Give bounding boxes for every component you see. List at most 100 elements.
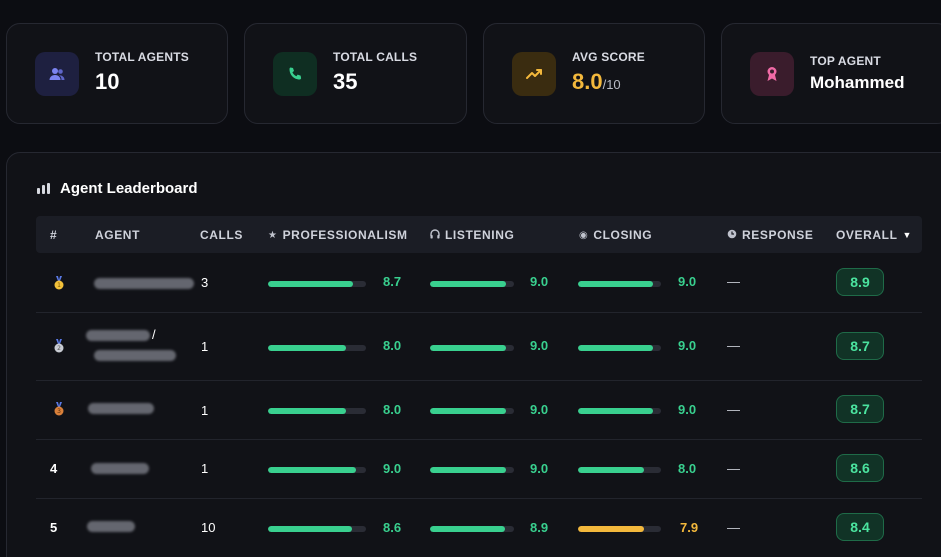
stat-label: TOP AGENT	[810, 54, 881, 68]
listening-bar	[430, 467, 514, 473]
sort-desc-icon[interactable]: ▼	[902, 230, 913, 240]
listening-score: 9.0	[530, 461, 549, 476]
svg-text:2: 2	[57, 345, 61, 352]
agent-name-redacted	[88, 403, 154, 414]
professionalism-bar	[268, 281, 366, 287]
star-icon: ★	[268, 229, 278, 241]
stat-value: 35	[333, 69, 358, 94]
agent-name-redacted	[87, 521, 135, 532]
professionalism-bar	[268, 526, 366, 532]
calls-count: 1	[201, 461, 209, 476]
bronze-medal-icon: 3	[53, 402, 65, 416]
column-agent[interactable]: AGENT	[95, 228, 140, 242]
agent-name-redacted	[91, 463, 149, 474]
stat-label: TOTAL AGENTS	[95, 50, 189, 64]
professionalism-score: 8.6	[383, 520, 402, 535]
listening-score: 9.0	[530, 274, 549, 289]
stat-card-avg-score: AVG SCORE 8.0/10	[483, 23, 705, 124]
stat-card-total-calls: TOTAL CALLS 35	[244, 23, 467, 124]
professionalism-bar	[268, 345, 366, 351]
stat-label: AVG SCORE	[572, 50, 645, 64]
response-value: —	[727, 402, 740, 417]
stat-card-total-agents: TOTAL AGENTS 10	[6, 23, 228, 124]
overall-score-badge: 8.7	[836, 395, 884, 423]
silver-medal-icon: 2	[53, 339, 65, 353]
column-listening[interactable]: LISTENING	[430, 228, 514, 242]
avg-score-unit: /10	[602, 77, 621, 92]
stat-value: 8.0/10	[572, 69, 621, 95]
target-icon: ◉	[579, 229, 589, 241]
avg-score-value: 8.0	[572, 69, 603, 94]
professionalism-bar	[268, 467, 366, 473]
listening-score: 9.0	[530, 402, 549, 417]
column-professionalism[interactable]: ★ PROFESSIONALISM	[268, 228, 408, 242]
closing-score: 9.0	[678, 274, 697, 289]
closing-bar	[578, 345, 661, 351]
stats-row: TOTAL AGENTS 10 TOTAL CALLS 35 AVG SCORE…	[6, 23, 941, 124]
agent-name-redacted	[94, 350, 176, 361]
overall-score-badge: 8.6	[836, 454, 884, 482]
professionalism-score: 8.7	[383, 274, 402, 289]
bar-chart-icon	[37, 183, 50, 194]
professionalism-score: 8.0	[383, 338, 402, 353]
table-row[interactable]: 1 3 8.7 9.0 9.0 — 8.9	[36, 253, 922, 313]
closing-score: 8.0	[678, 461, 697, 476]
stat-value: 10	[95, 69, 120, 94]
calls-count: 1	[201, 403, 209, 418]
response-value: —	[727, 274, 740, 289]
trending-up-icon	[512, 52, 556, 96]
professionalism-score: 9.0	[383, 461, 402, 476]
leaderboard-title-text: Agent Leaderboard	[60, 180, 198, 197]
column-closing[interactable]: ◉ CLOSING	[579, 228, 653, 242]
column-overall[interactable]: OVERALL ▼	[836, 228, 913, 242]
response-value: —	[727, 461, 740, 476]
closing-score: 7.9	[680, 520, 699, 535]
listening-score: 8.9	[530, 520, 549, 535]
listening-score: 9.0	[530, 338, 549, 353]
professionalism-bar	[268, 408, 366, 414]
stat-value: Mohammed	[810, 73, 905, 92]
leaderboard-panel: Agent Leaderboard # AGENT CALLS ★ PROFESS…	[6, 152, 941, 557]
stat-card-top-agent: TOP AGENT Mohammed	[721, 23, 941, 124]
stat-label: TOTAL CALLS	[333, 50, 418, 64]
closing-bar	[578, 408, 661, 414]
agent-name-separator: /	[152, 327, 156, 342]
column-rank: #	[50, 228, 58, 242]
overall-score-badge: 8.4	[836, 513, 884, 541]
overall-score-badge: 8.9	[836, 268, 884, 296]
svg-text:1: 1	[57, 282, 61, 289]
award-icon	[750, 52, 794, 96]
listening-bar	[430, 281, 514, 287]
users-icon	[35, 52, 79, 96]
response-value: —	[727, 520, 740, 535]
table-row[interactable]: 5 10 8.6 8.9 7.9 — 8.4	[36, 499, 922, 557]
overall-score-badge: 8.7	[836, 332, 884, 360]
column-calls[interactable]: CALLS	[200, 228, 243, 242]
agent-name-redacted	[94, 278, 194, 289]
clock-icon	[727, 229, 737, 242]
response-value: —	[727, 338, 740, 353]
calls-count: 1	[201, 339, 209, 354]
listening-bar	[430, 408, 514, 414]
table-row[interactable]: 4 1 9.0 9.0 8.0 — 8.6	[36, 440, 922, 499]
rank-number: 5	[50, 520, 58, 535]
calls-count: 3	[201, 275, 209, 290]
listening-bar	[430, 345, 514, 351]
leaderboard-title: Agent Leaderboard	[37, 180, 198, 197]
calls-count: 10	[201, 520, 216, 535]
closing-score: 9.0	[678, 402, 697, 417]
table-row[interactable]: 2 / 1 8.0 9.0 9.0 — 8.7	[36, 313, 922, 381]
svg-text:3: 3	[57, 408, 61, 415]
rank-number: 4	[50, 461, 58, 476]
table-row[interactable]: 3 1 8.0 9.0 9.0 — 8.7	[36, 381, 922, 440]
closing-score: 9.0	[678, 338, 697, 353]
listening-bar	[430, 526, 514, 532]
closing-bar	[578, 281, 661, 287]
table-header: # AGENT CALLS ★ PROFESSIONALISM LISTENING…	[36, 216, 922, 253]
gold-medal-icon: 1	[53, 276, 65, 290]
phone-icon	[273, 52, 317, 96]
column-response[interactable]: RESPONSE	[727, 228, 814, 242]
agent-name-redacted	[86, 330, 150, 341]
closing-bar	[578, 526, 661, 532]
closing-bar	[578, 467, 661, 473]
